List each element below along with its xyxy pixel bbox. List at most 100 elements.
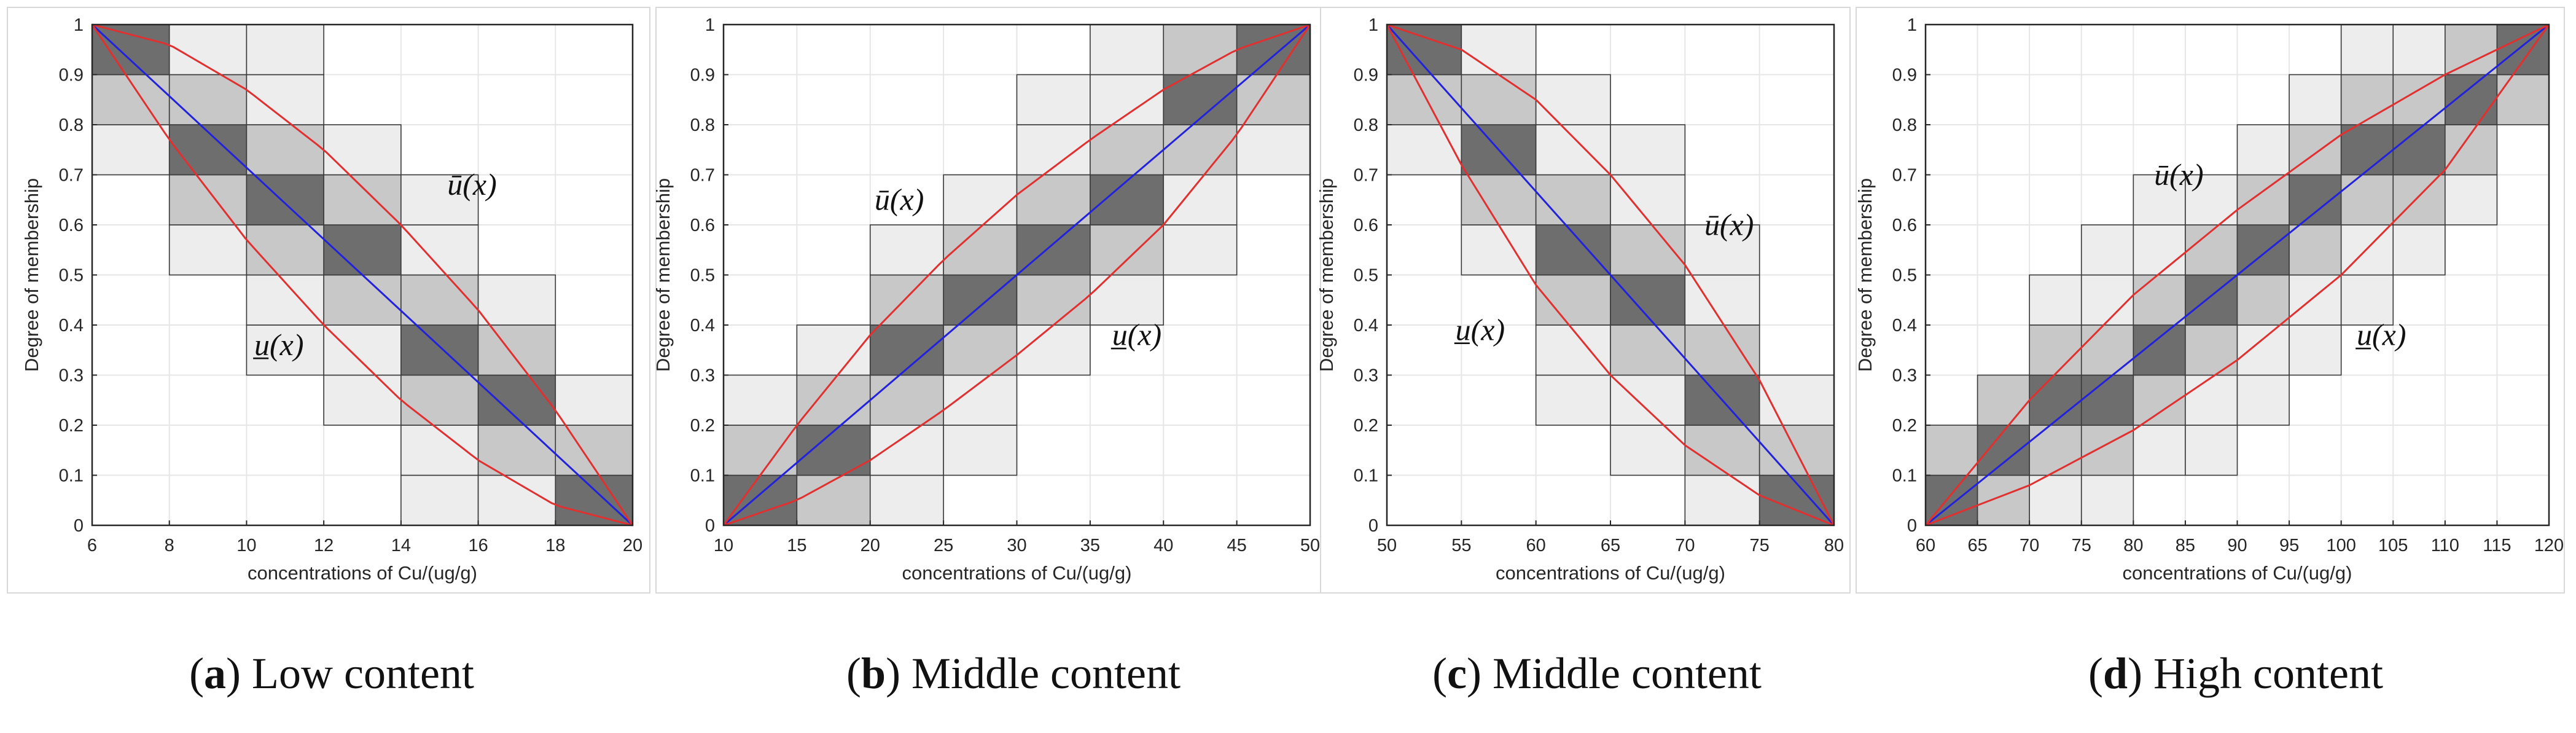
membership-cell — [869, 324, 944, 376]
membership-cell — [723, 374, 798, 426]
membership-cell — [2185, 274, 2238, 326]
membership-cell — [2080, 224, 2134, 276]
membership-cell — [246, 124, 324, 176]
membership-cell — [1535, 74, 1611, 125]
panel-caption: (b) Middle content — [846, 649, 1181, 698]
membership-cell — [1977, 474, 2030, 526]
membership-cell — [2445, 74, 2498, 125]
y-tick-label: 0.1 — [59, 466, 84, 486]
membership-cell — [796, 324, 871, 376]
series-line-upper — [1924, 23, 2550, 526]
membership-cell — [555, 474, 633, 526]
membership-cell — [943, 324, 1018, 376]
membership-cell — [1163, 74, 1238, 125]
membership-cell — [1461, 74, 1537, 125]
y-tick-label: 1 — [1907, 15, 1917, 35]
membership-cell — [1610, 425, 1686, 476]
membership-cell — [796, 425, 871, 476]
membership-cell — [2236, 274, 2290, 326]
membership-cell — [869, 474, 944, 526]
membership-cell — [1610, 374, 1686, 426]
y-tick-label: 0 — [1368, 516, 1378, 536]
x-tick-label: 25 — [934, 536, 953, 555]
membership-cell — [869, 425, 944, 476]
series-line-upper — [1386, 23, 1835, 526]
membership-cell — [1090, 24, 1165, 76]
panel-caption: (d) High content — [2088, 649, 2383, 698]
x-tick-label: 45 — [1227, 536, 1246, 555]
membership-cell — [2185, 324, 2238, 376]
membership-cell — [1535, 124, 1611, 176]
membership-cell — [2392, 174, 2446, 225]
membership-cell — [2236, 174, 2290, 225]
y-tick-label: 0.9 — [59, 66, 84, 85]
x-tick-label: 50 — [1300, 536, 1320, 555]
membership-cell — [246, 224, 324, 276]
y-axis-label: Degree of membership — [21, 178, 42, 372]
membership-cell — [1090, 74, 1165, 125]
y-tick-label: 0.3 — [690, 366, 715, 386]
membership-cell — [2029, 274, 2082, 326]
curve-annotation: u̲(x) — [1110, 318, 1161, 352]
membership-cell — [1977, 374, 2030, 426]
y-tick-label: 0.9 — [690, 66, 715, 85]
x-tick-label: 80 — [2123, 536, 2143, 555]
x-tick-label: 110 — [2431, 536, 2459, 555]
series-line-lower — [1386, 24, 1835, 527]
membership-cell — [2392, 124, 2446, 176]
y-tick-label: 1 — [74, 15, 84, 35]
y-tick-label: 0.9 — [1892, 66, 1917, 85]
x-tick-label: 18 — [545, 536, 565, 555]
membership-cell — [943, 174, 1018, 225]
membership-cell — [1461, 24, 1537, 76]
x-tick-label: 14 — [391, 536, 411, 555]
y-tick-label: 0.7 — [1892, 166, 1917, 186]
x-tick-label: 65 — [1967, 536, 1987, 555]
y-tick-label: 0.3 — [1892, 366, 1917, 386]
x-tick-label: 15 — [787, 536, 806, 555]
membership-cell — [2185, 374, 2238, 426]
membership-cell — [323, 124, 402, 176]
membership-cell — [168, 224, 248, 276]
membership-cell — [2133, 425, 2186, 476]
membership-cell — [2496, 74, 2550, 125]
membership-cell — [1163, 174, 1238, 225]
membership-cell — [1016, 74, 1091, 125]
membership-cell — [1758, 374, 1835, 426]
membership-cell — [2289, 324, 2342, 376]
membership-cell — [869, 274, 944, 326]
y-tick-label: 0.2 — [690, 416, 715, 436]
x-tick-label: 90 — [2227, 536, 2247, 555]
membership-cell — [2029, 324, 2082, 376]
membership-cell — [323, 324, 402, 376]
x-tick-label: 10 — [714, 536, 733, 555]
y-tick-label: 0.7 — [690, 166, 715, 186]
membership-cell — [2340, 124, 2394, 176]
membership-cell — [2236, 374, 2290, 426]
membership-cell — [2340, 174, 2394, 225]
x-tick-label: 35 — [1080, 536, 1100, 555]
membership-cell — [1610, 174, 1686, 225]
y-tick-label: 0.7 — [59, 166, 84, 186]
membership-cell — [92, 124, 170, 176]
x-tick-label: 75 — [1750, 536, 1770, 555]
membership-cell — [400, 474, 479, 526]
membership-cell — [1386, 74, 1462, 125]
x-tick-label: 105 — [2378, 536, 2408, 555]
membership-cell — [168, 174, 248, 225]
membership-cell — [246, 24, 324, 76]
membership-cell — [2080, 474, 2134, 526]
membership-cell — [1535, 174, 1611, 225]
membership-cell — [1163, 224, 1238, 276]
y-tick-label: 0.3 — [1354, 366, 1378, 386]
series-line-upper — [92, 23, 634, 526]
membership-cell — [477, 324, 556, 376]
membership-cell — [2445, 174, 2498, 225]
y-tick-label: 0.5 — [1892, 266, 1917, 286]
y-tick-label: 0.1 — [1354, 466, 1378, 486]
membership-cell — [1090, 224, 1165, 276]
y-tick-label: 0.2 — [59, 416, 84, 436]
membership-cell — [1925, 425, 1978, 476]
series-line-center — [723, 23, 1311, 527]
